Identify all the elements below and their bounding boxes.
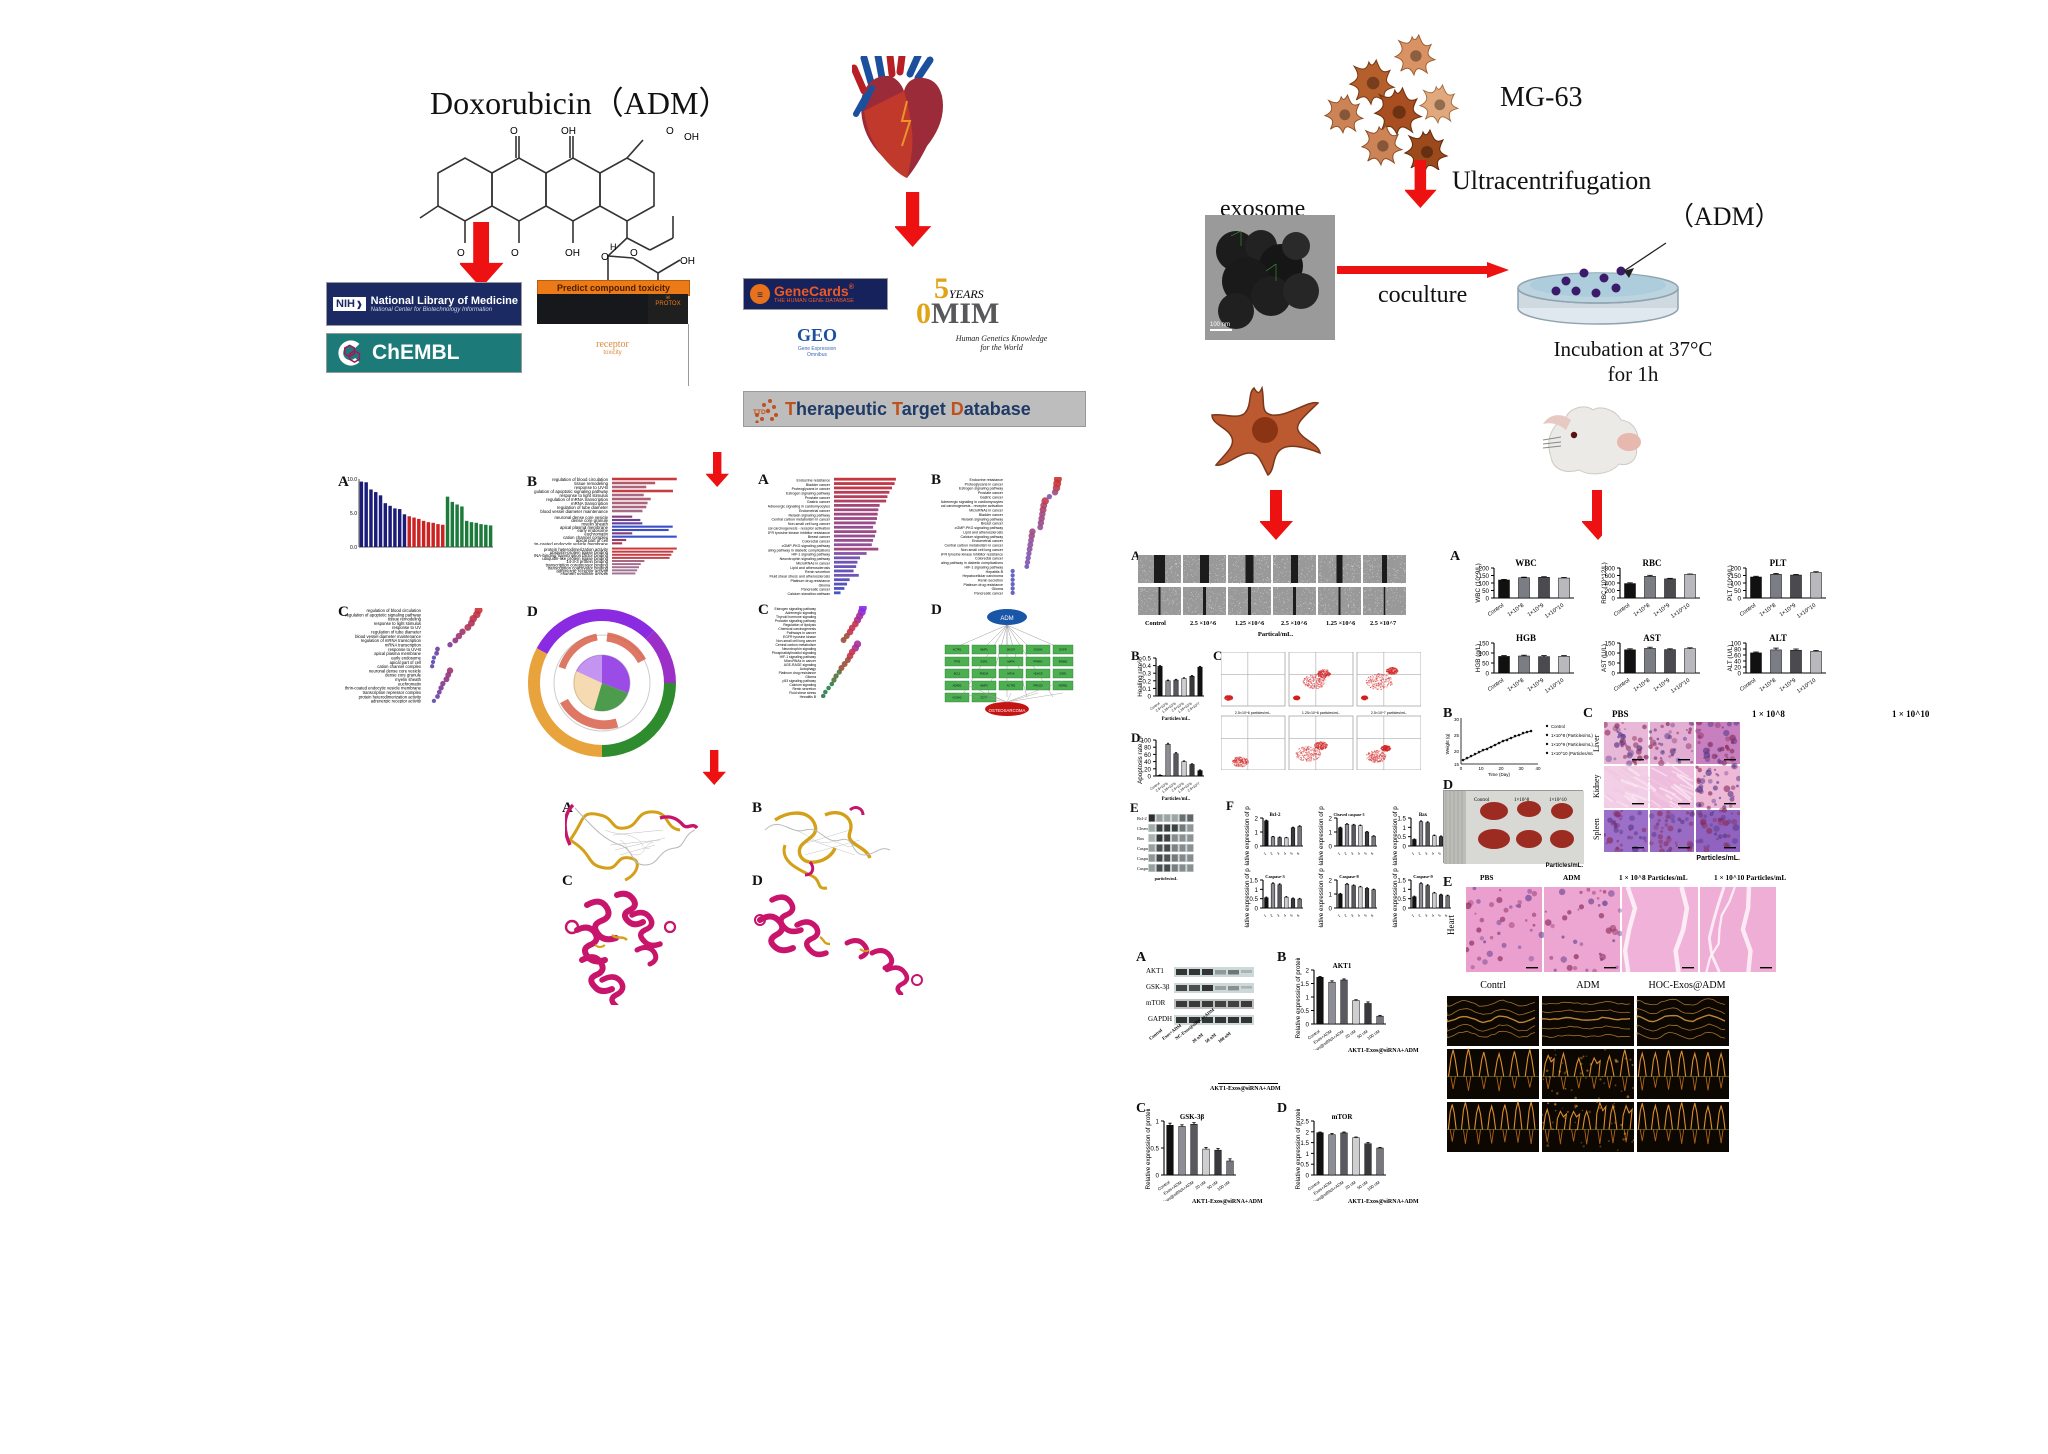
svg-text:0.3: 0.3	[1142, 671, 1151, 678]
svg-text:Calcium signaling pathway: Calcium signaling pathway	[787, 592, 830, 595]
svg-text:HDAC8: HDAC8	[1034, 672, 1043, 676]
svg-text:clathrin-coated endocytic vesi: clathrin-coated endocytic vesicle membra…	[534, 542, 609, 545]
svg-text:0.4: 0.4	[1142, 663, 1151, 670]
svg-text:OH: OH	[680, 256, 695, 267]
svg-text:ESR1: ESR1	[981, 660, 988, 664]
svg-text:HIF1A: HIF1A	[1007, 672, 1015, 676]
svg-text:TP53: TP53	[954, 660, 961, 664]
svg-text:BCL2: BCL2	[954, 672, 961, 676]
svg-text:OH: OH	[565, 248, 580, 259]
svg-text:≡: ≡	[757, 290, 763, 301]
svg-text:O: O	[510, 126, 518, 137]
svg-text:channel regulator activity: channel regulator activity	[560, 572, 608, 575]
svg-text:0.2: 0.2	[1142, 678, 1151, 685]
svg-text:H: H	[610, 242, 617, 252]
svg-text:O: O	[666, 126, 674, 137]
svg-text:2.5×10^6 particles/mL.: 2.5×10^6 particles/mL.	[1235, 711, 1271, 715]
svg-text:O: O	[601, 252, 609, 263]
svg-text:PPARG: PPARG	[1034, 660, 1043, 664]
svg-text:Hepatitis B: Hepatitis B	[800, 695, 817, 698]
svg-text:ADM: ADM	[1000, 616, 1013, 622]
svg-text:O: O	[511, 248, 519, 259]
svg-text:0.1: 0.1	[1142, 686, 1151, 693]
svg-text:0: 0	[1148, 694, 1152, 701]
svg-text:TTD: TTD	[753, 409, 766, 416]
svg-text:ESR1: ESR1	[1060, 672, 1067, 676]
svg-text:SCN9A: SCN9A	[1034, 648, 1043, 652]
svg-text:0.0: 0.0	[350, 545, 357, 551]
svg-text:EGFR: EGFR	[1059, 648, 1066, 652]
svg-text:100 nm: 100 nm	[1210, 322, 1230, 328]
svg-text:blood vessel diameter maintena: blood vessel diameter maintenance	[540, 509, 608, 513]
svg-text:adrenergic receptor activity: adrenergic receptor activity	[371, 699, 422, 703]
svg-text:Pancreatic cancer: Pancreatic cancer	[974, 592, 1004, 595]
svg-text:ACTR2: ACTR2	[1007, 684, 1016, 688]
svg-text:OH: OH	[684, 132, 699, 143]
svg-text:0.5: 0.5	[1142, 656, 1151, 663]
svg-text:OH: OH	[561, 126, 576, 137]
svg-text:DKC97: DKC97	[1007, 648, 1016, 652]
svg-text:O: O	[630, 248, 638, 259]
svg-text:5.0: 5.0	[350, 511, 357, 517]
svg-text:MMP3: MMP3	[980, 684, 988, 688]
svg-text:KCNH2: KCNH2	[953, 696, 962, 700]
svg-text:ACTR1: ACTR1	[953, 648, 962, 652]
svg-text:10.0: 10.0	[347, 477, 357, 483]
svg-text:PDE3A: PDE3A	[980, 672, 989, 676]
svg-text:ADRB2: ADRB2	[953, 684, 962, 688]
svg-text:OSTEOSARCOMA: OSTEOSARCOMA	[989, 708, 1026, 713]
svg-text:ADRB1: ADRB1	[1059, 684, 1068, 688]
svg-text:MMP1: MMP1	[980, 648, 988, 652]
svg-text:PRKCD: PRKCD	[1033, 684, 1042, 688]
svg-text:ERBB2: ERBB2	[1059, 660, 1068, 664]
svg-text:MAPK: MAPK	[1007, 660, 1015, 664]
